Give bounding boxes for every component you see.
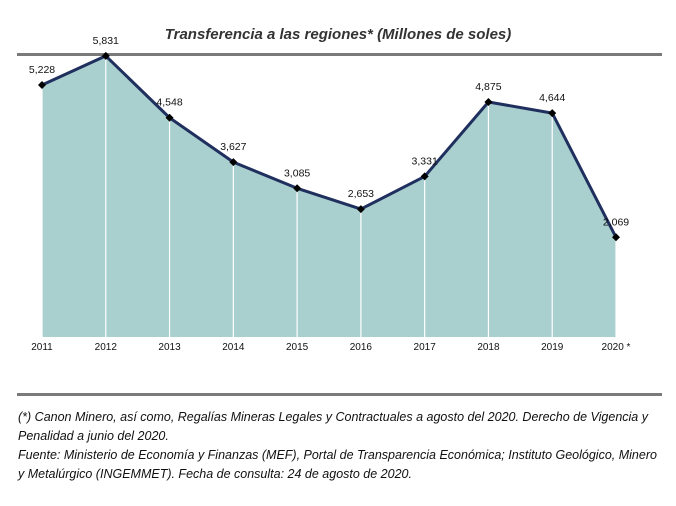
value-label-2011: 5,228	[29, 64, 55, 76]
area-fill	[42, 55, 616, 337]
x-tick-label-2011: 2011	[31, 342, 53, 353]
x-tick-label-2019: 2019	[541, 342, 564, 353]
x-tick-label-2020: 2020 *	[602, 342, 631, 353]
value-label-2014: 3,627	[220, 141, 246, 153]
point-2015	[293, 184, 302, 193]
point-2012	[101, 51, 110, 60]
point-2014	[229, 158, 238, 167]
footnote-note: (*) Canon Minero, así como, Regalías Min…	[18, 410, 648, 443]
x-tick-label-2018: 2018	[477, 342, 500, 353]
x-tick-label-2012: 2012	[95, 342, 118, 353]
value-label-2013: 4,548	[156, 97, 182, 109]
point-2013	[165, 113, 174, 122]
footnote-source: Fuente: Ministerio de Economía y Finanza…	[18, 448, 657, 481]
point-2019	[548, 109, 557, 118]
value-label-2020: 2,069	[603, 216, 629, 228]
x-tick-label-2017: 2017	[414, 342, 437, 353]
top-divider	[17, 53, 662, 56]
point-2011	[38, 80, 46, 89]
x-tick-label-2015: 2015	[286, 342, 309, 353]
value-label-2015: 3,085	[284, 167, 310, 179]
x-tick-label-2016: 2016	[350, 342, 373, 353]
point-2016	[356, 205, 365, 214]
value-label-2018: 4,875	[475, 81, 501, 93]
point-2018	[484, 97, 493, 106]
value-label-2019: 4,644	[539, 92, 565, 104]
value-label-2016: 2,653	[348, 188, 374, 200]
area-chart: 5,228 5,831 4,548 3,627 3,085 2,653 3,331 4,875…	[29, 35, 631, 353]
series-line	[41, 54, 618, 238]
x-tick-label-2013: 2013	[158, 342, 181, 353]
chart-title: Transferencia a las regiones* (Millones …	[164, 26, 512, 43]
footnotes: (*) Canon Minero, así como, Regalías Min…	[18, 408, 663, 484]
point-2017	[420, 172, 429, 181]
x-tick-label-2014: 2014	[222, 342, 245, 353]
point-2020	[612, 233, 620, 242]
bottom-divider	[17, 393, 662, 396]
value-label-2012: 5,831	[93, 35, 119, 47]
value-label-2017: 3,331	[412, 155, 438, 167]
